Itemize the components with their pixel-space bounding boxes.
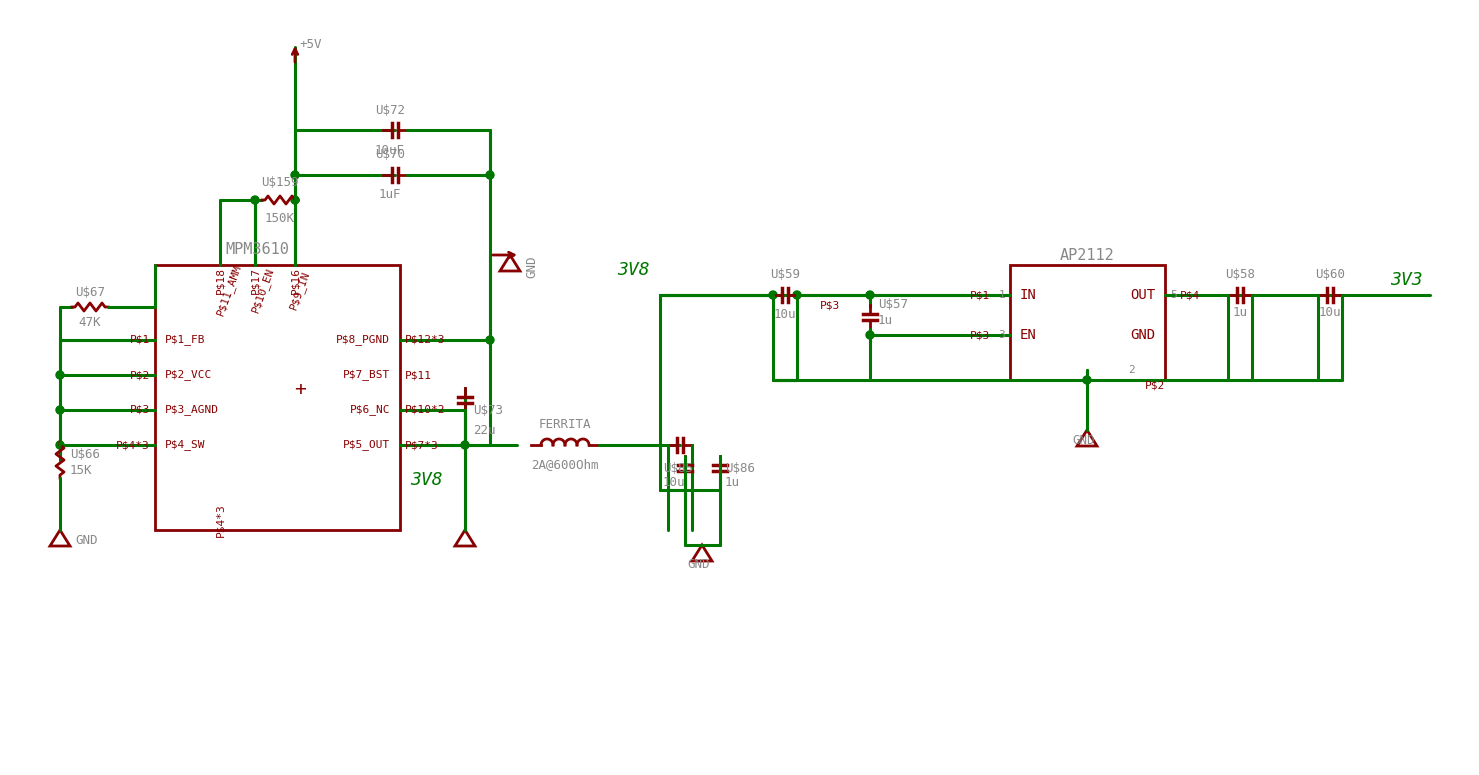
Text: 1uF: 1uF [379,188,401,202]
Text: U$60: U$60 [1315,268,1344,281]
Text: P$4*3: P$4*3 [214,503,225,537]
Text: P$9_IN: P$9_IN [288,269,312,311]
Circle shape [291,171,299,179]
Text: 3V8: 3V8 [410,471,442,489]
Text: P$5_OUT: P$5_OUT [343,439,390,450]
Circle shape [56,441,64,449]
Text: 15K: 15K [70,463,93,477]
Text: 22u: 22u [473,423,495,436]
Circle shape [487,336,494,344]
Text: 1: 1 [998,290,1006,300]
Text: 10u: 10u [1319,306,1341,319]
Text: GND: GND [688,559,710,571]
Text: P$16: P$16 [290,267,300,294]
Text: P$2: P$2 [130,370,149,380]
Text: +5V: +5V [300,39,322,51]
Text: IN: IN [1021,288,1037,302]
Text: 3V3: 3V3 [1390,271,1423,289]
Circle shape [769,291,776,299]
Text: U$66: U$66 [70,449,101,461]
Text: P$4: P$4 [1180,290,1201,300]
Text: U$72: U$72 [376,104,405,116]
Text: GND: GND [525,256,538,278]
Text: EN: EN [1021,328,1037,342]
Text: P$10_EN: P$10_EN [250,266,277,314]
Text: U$57: U$57 [879,298,908,312]
Text: 10u: 10u [774,308,796,322]
Text: 2A@600Ohm: 2A@600Ohm [531,459,599,471]
Text: P$11_AMM: P$11_AMM [214,263,244,317]
Text: GND: GND [1072,433,1094,446]
Text: P$3: P$3 [970,330,989,340]
Text: U$67: U$67 [75,285,105,298]
Text: P$1: P$1 [970,290,989,300]
Text: AP2112: AP2112 [1060,247,1115,263]
Circle shape [867,291,874,299]
Text: P$10*2: P$10*2 [405,405,445,415]
Text: U$85: U$85 [663,461,694,474]
Text: P$6_NC: P$6_NC [349,405,390,415]
Text: P$4_SW: P$4_SW [166,439,206,450]
Text: 5: 5 [1170,290,1177,300]
Text: FERRITA: FERRITA [538,418,592,432]
Circle shape [793,291,802,299]
Text: P$2_VCC: P$2_VCC [166,370,213,381]
Text: +: + [294,381,306,399]
Bar [155,265,399,530]
Text: GND: GND [75,533,98,546]
Circle shape [867,331,874,339]
Text: MPM3610: MPM3610 [226,243,290,257]
Circle shape [251,196,259,204]
Text: U$59: U$59 [771,268,800,281]
Text: P$17: P$17 [250,267,260,294]
Circle shape [56,371,64,379]
Text: 1u: 1u [1232,306,1247,319]
Text: P$11: P$11 [405,370,432,380]
Circle shape [487,171,494,179]
Text: OUT: OUT [1130,288,1155,302]
Text: P$1_FB: P$1_FB [166,335,206,346]
Text: 2: 2 [1128,365,1134,375]
Text: U$73: U$73 [473,404,503,416]
Text: P$4*3: P$4*3 [117,440,149,450]
Text: 3V8: 3V8 [617,261,649,279]
Text: P$1: P$1 [130,335,149,345]
Text: 1u: 1u [725,476,740,488]
Text: 47K: 47K [78,315,101,329]
Text: 10uF: 10uF [376,143,405,157]
Text: 150K: 150K [265,212,294,225]
Circle shape [56,406,64,414]
Text: GND: GND [1130,328,1155,342]
Text: U$58: U$58 [1225,268,1256,281]
Bar [1010,265,1165,380]
Text: 3: 3 [998,330,1006,340]
Text: 1u: 1u [879,314,893,326]
Text: P$3_AGND: P$3_AGND [166,405,219,415]
Text: P$3: P$3 [819,300,840,310]
Text: P$18: P$18 [214,267,225,294]
Circle shape [291,196,299,204]
Text: P$7*3: P$7*3 [405,440,439,450]
Text: P$2: P$2 [1145,380,1165,390]
Text: P$8_PGND: P$8_PGND [336,335,390,346]
Text: P$12*3: P$12*3 [405,335,445,345]
Circle shape [461,441,469,449]
Text: P$3: P$3 [130,405,149,415]
Text: P$7_BST: P$7_BST [343,370,390,381]
Circle shape [1083,376,1092,384]
Text: U$86: U$86 [725,461,754,474]
Text: U$159: U$159 [262,175,299,188]
Text: 10u: 10u [663,476,685,488]
Text: U$70: U$70 [376,149,405,161]
